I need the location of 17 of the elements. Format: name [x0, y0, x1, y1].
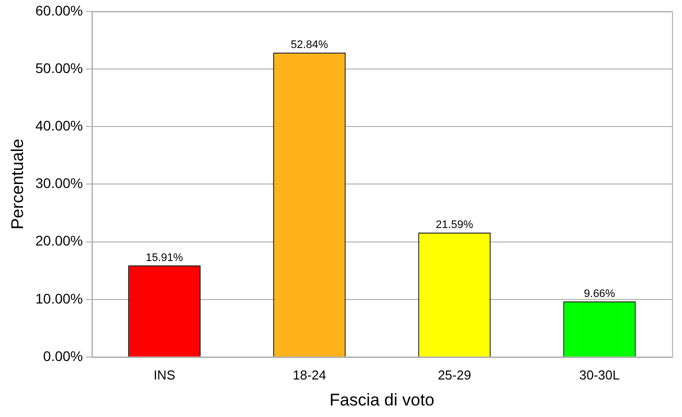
y-tick-label: 20.00% — [35, 232, 83, 249]
x-tick-label: 18-24 — [292, 367, 326, 382]
data-label: 15.91% — [146, 252, 184, 264]
data-label: 52.84% — [290, 39, 328, 52]
y-tick-label: 50.00% — [35, 60, 83, 76]
x-tick-label: 25-29 — [438, 367, 472, 382]
x-tick-label: 30-30L — [579, 367, 620, 382]
y-tick-label: 40.00% — [35, 117, 83, 134]
y-tick-label: 10.00% — [35, 290, 83, 306]
data-label: 21.59% — [436, 219, 474, 232]
x-axis-title: Fascia di voto — [329, 390, 434, 410]
y-tick-label: 60.00% — [35, 2, 83, 18]
y-tick-label: 30.00% — [35, 175, 83, 192]
data-label: 9.66% — [584, 288, 616, 300]
y-axis-title: Percentuale — [8, 138, 27, 230]
x-tick-label: INS — [154, 367, 176, 382]
y-tick-label: 0.00% — [43, 348, 83, 364]
